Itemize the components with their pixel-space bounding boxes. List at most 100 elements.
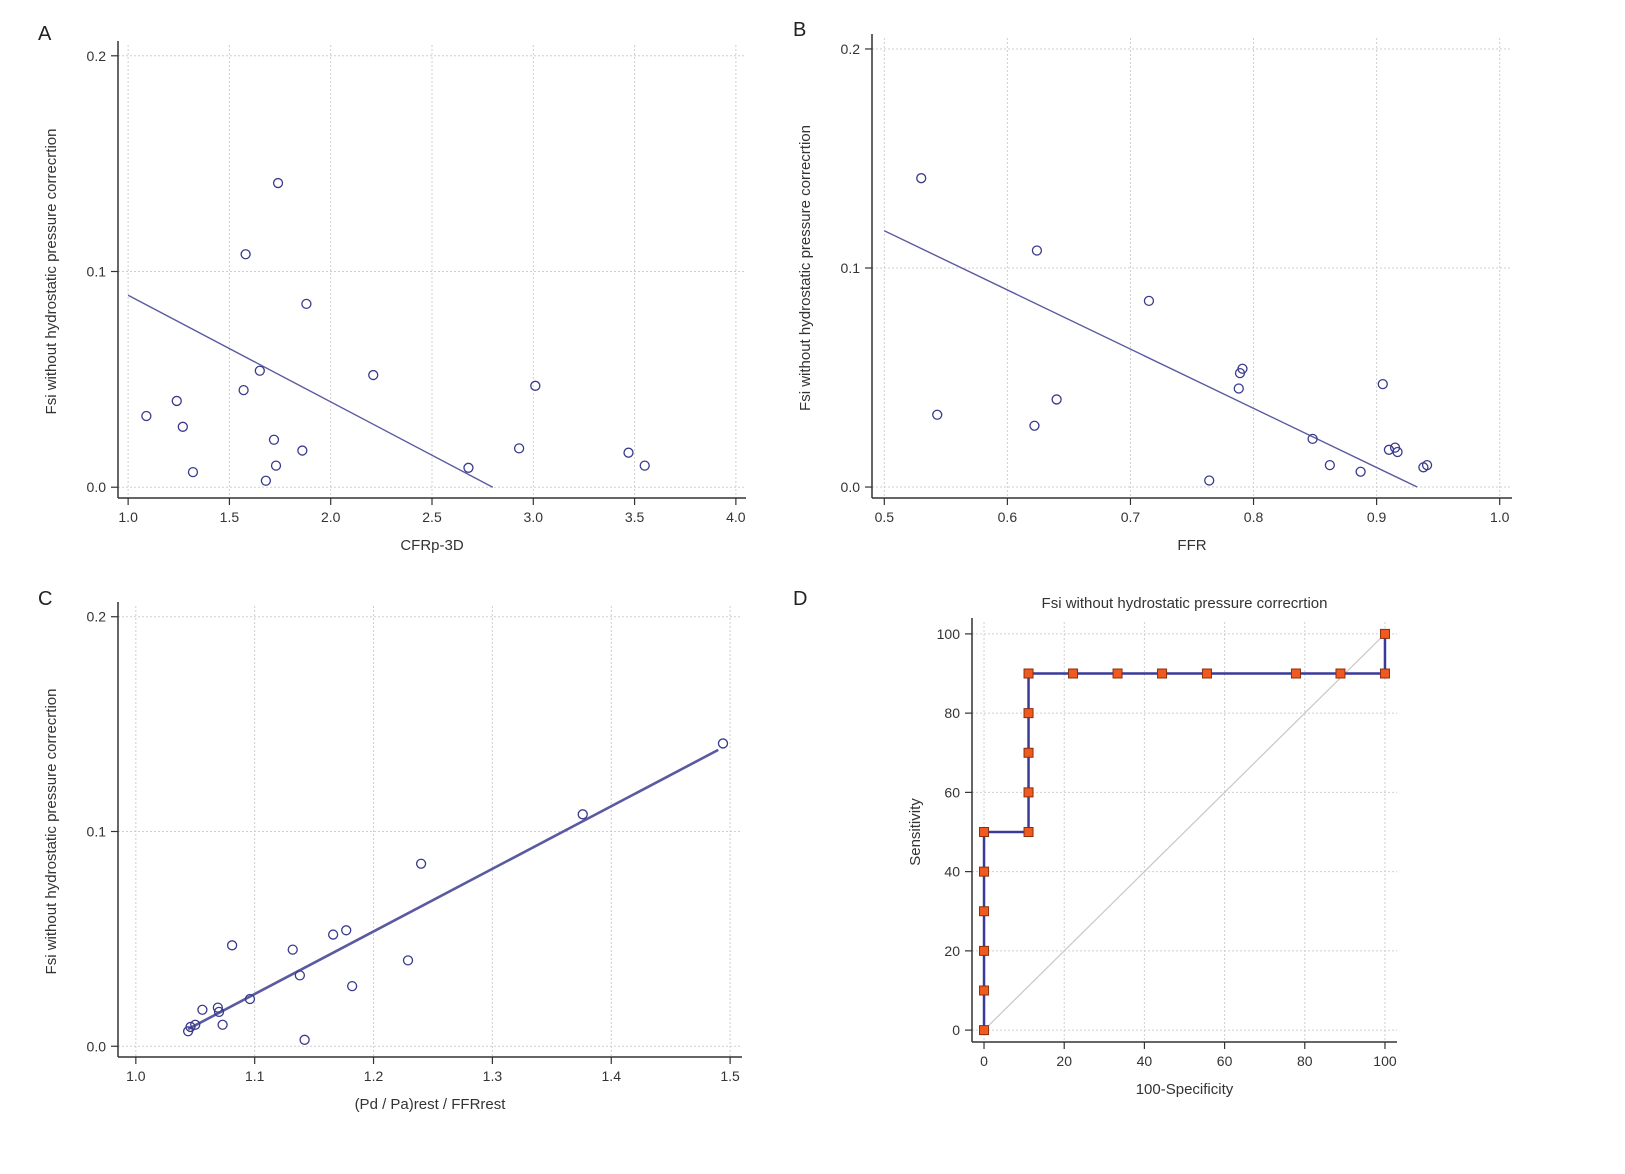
y-tick-label: 0.0 (87, 1038, 107, 1054)
regression-line (187, 748, 719, 1031)
panel-b: B 0.5 0.6 0.7 0.8 0.9 1.0 0.0 0.1 0.2 FFR Fsi witho… (793, 19, 1512, 554)
data-point (212, 1002, 223, 1013)
data-point (368, 369, 379, 381)
data-point (402, 955, 414, 966)
panel-letter: C (38, 588, 52, 610)
roc-point (979, 985, 990, 996)
data-point (530, 380, 541, 391)
x-tick-label: 1.5 (220, 509, 240, 525)
data-point (254, 365, 265, 376)
data-point (1031, 245, 1043, 256)
regression-line (127, 294, 494, 488)
data-point (327, 929, 339, 940)
y-tick-label: 0.1 (87, 264, 107, 280)
data-point (171, 395, 182, 407)
data-point (916, 173, 927, 184)
x-tick-label: 80 (1297, 1053, 1313, 1069)
data-point (213, 1006, 225, 1018)
x-tick-label: 1.4 (602, 1068, 622, 1084)
data-point (717, 738, 729, 749)
data-point (238, 384, 249, 396)
x-tick-label: 0.9 (1367, 509, 1387, 525)
data-point (577, 809, 588, 820)
x-tick-label: 3.5 (625, 509, 645, 525)
x-tick-label: 60 (1217, 1053, 1233, 1069)
chart-title: Fsi without hydrostatic pressure correcr… (1042, 595, 1328, 612)
x-tick-label: 2.5 (422, 509, 442, 525)
y-tick-label: 80 (944, 705, 960, 721)
data-point (623, 447, 634, 458)
y-axis-label: Fsi without hydrostatic pressure correcr… (797, 125, 814, 411)
roc-point (979, 866, 990, 877)
x-tick-label: 0 (980, 1053, 988, 1069)
roc-point (1023, 787, 1034, 798)
x-tick-label: 1.1 (245, 1068, 265, 1084)
x-tick-label: 1.5 (720, 1068, 740, 1084)
data-point (244, 993, 256, 1005)
data-point (1029, 420, 1040, 431)
data-point (260, 475, 272, 486)
y-tick-label: 0 (952, 1022, 960, 1038)
roc-point (979, 1025, 990, 1036)
data-point (415, 858, 427, 869)
data-point (639, 460, 650, 471)
x-tick-label: 40 (1137, 1053, 1153, 1069)
roc-point (979, 827, 990, 837)
x-tick-label: 20 (1056, 1053, 1072, 1069)
y-tick-label: 0.1 (87, 824, 107, 840)
roc-point (1335, 668, 1346, 679)
y-tick-label: 0.0 (87, 479, 107, 495)
data-point (1307, 433, 1318, 445)
y-axis-label: Fsi without hydrostatic pressure correcr… (43, 129, 60, 415)
roc-point (1290, 668, 1301, 679)
y-tick-label: 20 (944, 943, 960, 959)
x-tick-label: 1.2 (364, 1068, 384, 1084)
data-point (187, 466, 199, 478)
data-point (1237, 363, 1248, 374)
y-tick-label: 0.2 (87, 609, 107, 625)
y-tick-label: 0.2 (87, 48, 107, 64)
data-point (1355, 466, 1366, 477)
data-point (226, 940, 238, 951)
x-axis-label: 100-Specificity (1136, 1081, 1234, 1098)
panel-a: A 1.0 1.5 2.0 2.5 3.0 3.5 4.0 0.0 0.1 0.2 CFRp-3D Fs… (38, 23, 746, 554)
data-point (301, 298, 312, 310)
x-axis-label: CFRp-3D (400, 537, 464, 554)
data-point (1204, 475, 1215, 486)
reference-diagonal (983, 633, 1386, 1031)
data-point (1324, 459, 1335, 471)
roc-point (1157, 668, 1168, 679)
data-point (1143, 295, 1155, 307)
data-point (513, 443, 525, 454)
data-point (294, 970, 306, 981)
data-point (268, 434, 280, 445)
data-point (1383, 444, 1395, 455)
y-tick-label: 60 (944, 784, 960, 800)
y-tick-label: 40 (944, 864, 960, 880)
data-point (141, 410, 152, 422)
data-point (463, 462, 474, 473)
data-point (217, 1019, 228, 1030)
data-point (190, 1019, 201, 1030)
roc-point (1023, 668, 1034, 679)
data-point (272, 177, 284, 189)
data-point (932, 409, 943, 420)
data-point (341, 925, 352, 936)
roc-point (1068, 668, 1079, 679)
panel-d: D 0 20 40 60 80 100 0 20 40 60 80 100 100-Specificity… (793, 588, 1397, 1098)
data-point (346, 980, 358, 992)
data-point (287, 944, 298, 955)
data-point (270, 460, 282, 471)
y-tick-label: 0.2 (841, 41, 861, 57)
x-tick-label: 1.0 (118, 509, 138, 525)
roc-point (1112, 668, 1123, 679)
roc-point (979, 945, 990, 956)
x-tick-label: 3.0 (524, 509, 544, 525)
y-tick-label: 0.1 (841, 260, 861, 276)
x-tick-label: 0.5 (875, 509, 895, 525)
roc-point (1379, 628, 1390, 639)
data-point (1051, 394, 1062, 405)
panel-letter: A (38, 23, 52, 45)
x-tick-label: 1.3 (483, 1068, 503, 1084)
